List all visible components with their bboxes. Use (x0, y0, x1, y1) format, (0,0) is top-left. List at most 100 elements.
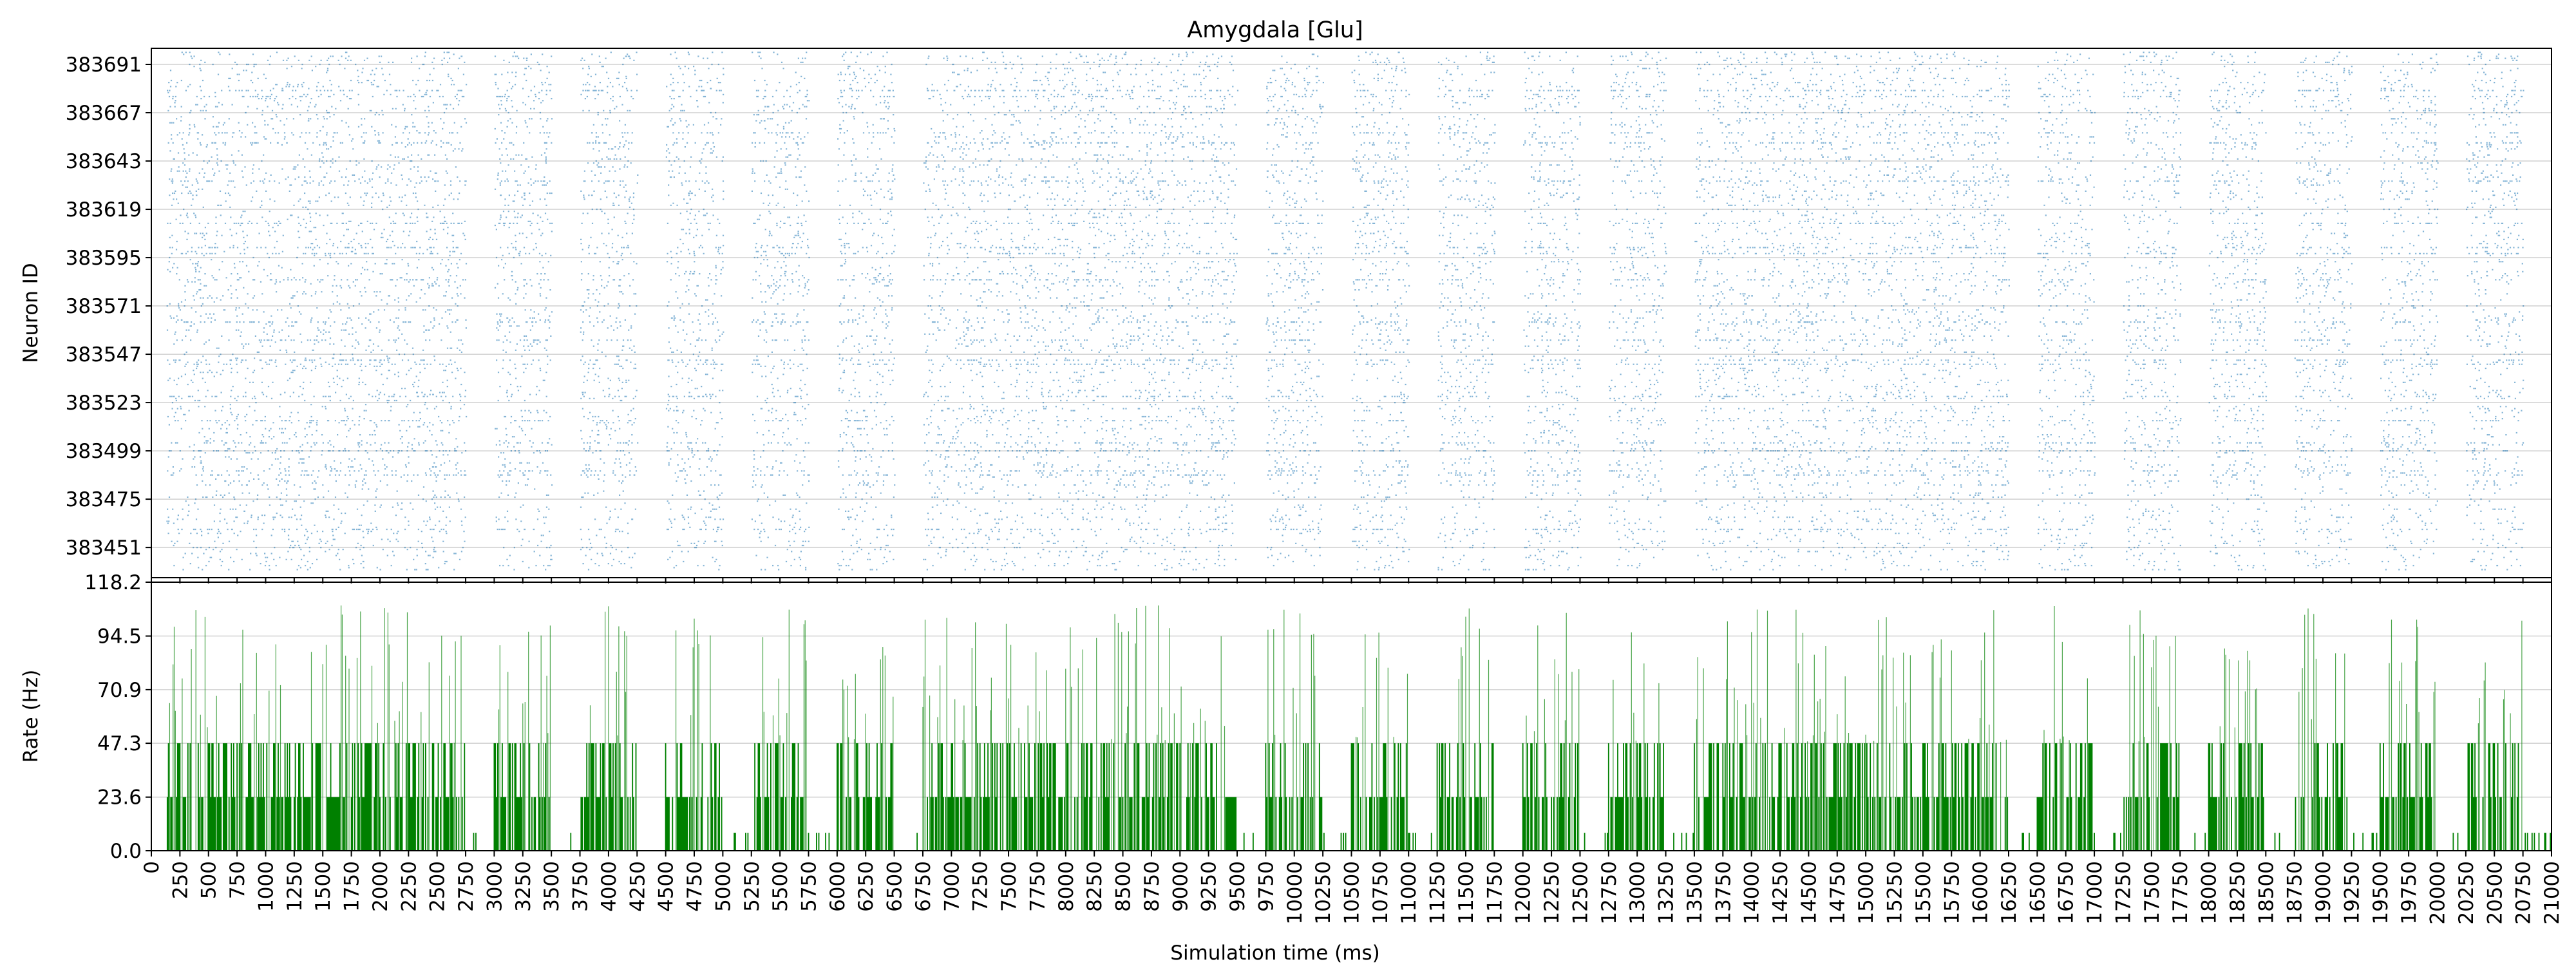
rate-x-tick-label: 4500 (655, 861, 678, 912)
rate-x-tick-label: 5750 (797, 861, 820, 912)
rate-x-tick-label: 10000 (1283, 861, 1307, 925)
rate-bars-peaks (169, 605, 2523, 851)
rate-x-tick-label: 19750 (2398, 861, 2421, 925)
rate-x-tick-label: 1000 (254, 861, 278, 912)
rate-x-tick-label: 10500 (1341, 861, 1364, 925)
rate-x-tick-label: 15250 (1884, 861, 1907, 925)
rate-frame (151, 582, 2552, 851)
rate-x-tick-label: 8500 (1112, 861, 1135, 912)
rate-x-tick-label: 750 (226, 861, 249, 899)
rate-x-tick-label: 11250 (1426, 861, 1450, 925)
rate-x-tick-label: 8000 (1055, 861, 1078, 912)
raster-y-tick-label: 383571 (66, 295, 142, 318)
rate-x-tick-label: 11500 (1455, 861, 1478, 925)
rate-x-tick-label: 4250 (626, 861, 649, 912)
rate-x-tick-label: 19500 (2369, 861, 2392, 925)
rate-x-tick-label: 20750 (2512, 861, 2535, 925)
rate-x-tick-label: 9500 (1226, 861, 1249, 912)
rate-bars-body (166, 743, 2552, 851)
rate-x-tick-label: 12250 (1540, 861, 1564, 925)
rate-x-tick-label: 18250 (2226, 861, 2249, 925)
rate-x-tick-label: 14000 (1741, 861, 1764, 925)
rate-y-tick-label: 47.3 (97, 732, 142, 755)
rate-x-tick-label: 9750 (1255, 861, 1278, 912)
rate-x-tick-label: 1250 (283, 861, 307, 912)
rate-y-tick-label: 23.6 (97, 786, 142, 810)
rate-x-tick-label: 17250 (2112, 861, 2135, 925)
raster-y-label: Neuron ID (19, 263, 43, 363)
rate-x-tick-label: 8750 (1141, 861, 1164, 912)
raster-y-tick-label: 383691 (66, 53, 142, 77)
rate-y-tick-label: 118.2 (84, 571, 142, 594)
raster-title: Amygdala [Glu] (1187, 17, 1363, 43)
rate-x-tick-label: 12500 (1569, 861, 1592, 925)
rate-x-ticks: 0 250 500 750 1000 1250 1500 1750 2000 2250 2500 27… (140, 851, 2564, 925)
rate-x-tick-label: 7500 (998, 861, 1021, 912)
raster-y-tick-label: 383595 (66, 247, 142, 270)
rate-x-tick-label: 13250 (1655, 861, 1678, 925)
rate-x-tick-label: 2750 (455, 861, 478, 912)
rate-x-tick-label: 11000 (1397, 861, 1421, 925)
rate-y-tick-label: 70.9 (97, 679, 142, 702)
rate-x-tick-label: 16000 (1969, 861, 1993, 925)
rate-y-label: Rate (Hz) (19, 670, 43, 763)
rate-x-tick-label: 21000 (2541, 861, 2564, 925)
raster-y-tick-label: 383499 (66, 440, 142, 463)
rate-x-tick-label: 6500 (884, 861, 907, 912)
rate-x-tick-label: 3000 (483, 861, 506, 912)
rate-x-tick-label: 10750 (1369, 861, 1392, 925)
rate-x-tick-label: 19000 (2312, 861, 2335, 925)
x-axis-label: Simulation time (ms) (1170, 942, 1379, 965)
rate-x-tick-label: 18500 (2255, 861, 2278, 925)
rate-x-tick-label: 20250 (2455, 861, 2478, 925)
rate-x-tick-label: 9250 (1198, 861, 1221, 912)
rate-x-tick-label: 13750 (1712, 861, 1735, 925)
rate-x-tick-label: 13500 (1683, 861, 1707, 925)
rate-x-tick-label: 10250 (1312, 861, 1335, 925)
rate-x-tick-label: 14500 (1797, 861, 1821, 925)
rate-x-tick-label: 3500 (540, 861, 564, 912)
rate-x-tick-label: 13000 (1626, 861, 1649, 925)
rate-x-tick-label: 14250 (1769, 861, 1792, 925)
rate-x-tick-label: 16750 (2055, 861, 2078, 925)
rate-x-tick-label: 11750 (1483, 861, 1506, 925)
rate-x-tick-label: 2000 (369, 861, 392, 912)
rate-x-tick-label: 12000 (1512, 861, 1535, 925)
rate-x-tick-label: 250 (169, 861, 192, 899)
rate-x-tick-label: 12750 (1598, 861, 1621, 925)
rate-x-tick-label: 4750 (683, 861, 706, 912)
raster-y-tick-label: 383547 (66, 343, 142, 366)
rate-x-tick-label: 4000 (598, 861, 621, 912)
rate-x-tick-label: 3750 (569, 861, 592, 912)
rate-y-tick-label: 94.5 (97, 625, 142, 649)
rate-y-ticks: 0.0 23.6 47.3 70.9 94.5 118.2 (84, 571, 151, 863)
rate-x-tick-label: 2250 (397, 861, 421, 912)
rate-x-tick-label: 16250 (1998, 861, 2021, 925)
rate-x-tick-label: 15750 (1940, 861, 1964, 925)
rate-x-tick-label: 18750 (2284, 861, 2307, 925)
raster-y-tick-label: 383451 (66, 536, 142, 560)
rate-bars (166, 605, 2552, 851)
rate-x-tick-label: 14750 (1826, 861, 1850, 925)
raster-frame (151, 48, 2552, 578)
rate-x-tick-label: 0 (140, 861, 164, 874)
rate-x-tick-label: 19250 (2340, 861, 2363, 925)
rate-x-tick-label: 17000 (2083, 861, 2107, 925)
rate-x-tick-label: 6000 (826, 861, 849, 912)
rate-x-tick-label: 5250 (741, 861, 764, 912)
raster-panel: 383451 383475 383499 383523 383547 383571 3835… (66, 48, 2552, 583)
rate-x-tick-label: 6250 (855, 861, 878, 912)
raster-y-tick-label: 383643 (66, 150, 142, 173)
rate-y-tick-label: 0.0 (110, 840, 142, 863)
rate-x-tick-label: 7000 (940, 861, 963, 912)
rate-x-tick-label: 8250 (1083, 861, 1106, 912)
raster-y-tick-label: 383667 (66, 102, 142, 125)
rate-x-tick-label: 18000 (2198, 861, 2221, 925)
rate-x-tick-label: 5500 (769, 861, 792, 912)
rate-x-tick-label: 15500 (1912, 861, 1935, 925)
rate-x-tick-label: 1750 (341, 861, 364, 912)
rate-x-tick-label: 2500 (426, 861, 450, 912)
raster-y-tick-label: 383475 (66, 488, 142, 511)
rate-x-tick-label: 17750 (2169, 861, 2192, 925)
